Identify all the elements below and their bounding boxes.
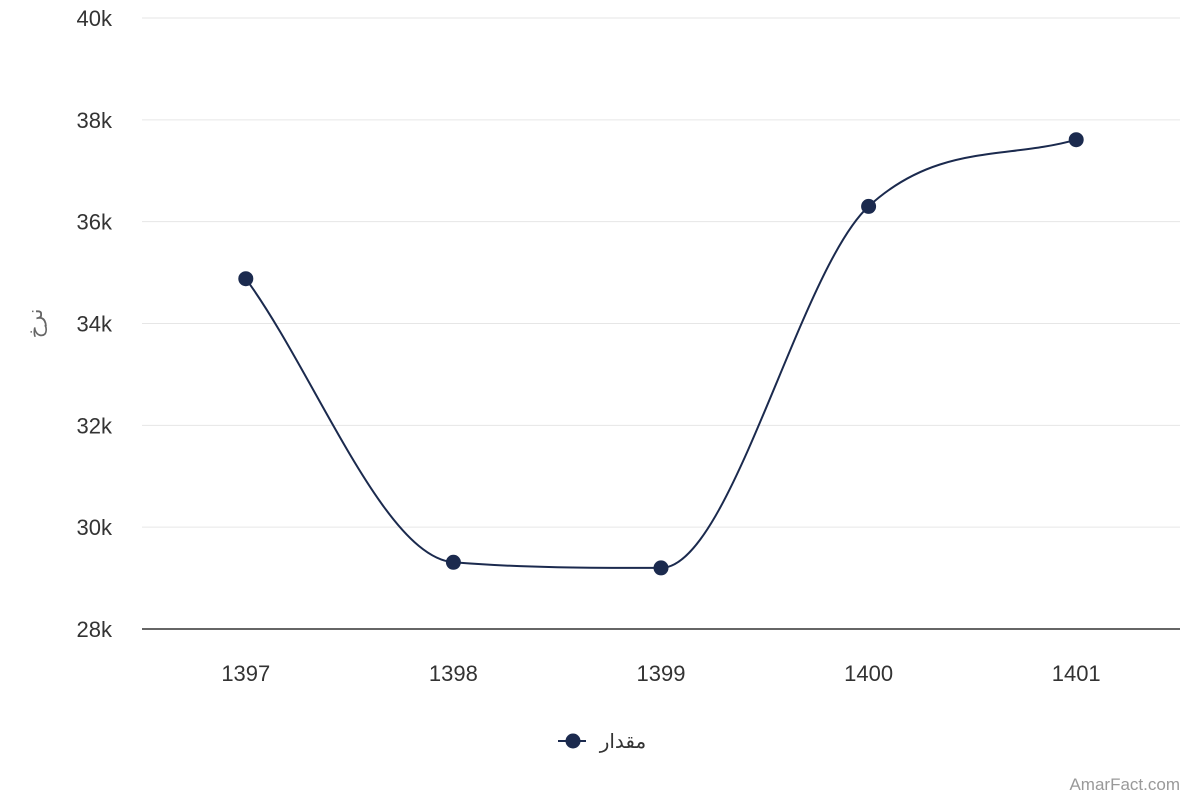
y-tick-label: 38k (77, 108, 113, 133)
y-tick-label: 34k (77, 312, 113, 337)
series-line[interactable] (244, 138, 1077, 569)
y-axis-title: نرخ (25, 309, 47, 339)
x-axis: 1397 1398 1399 1400 1401 (142, 628, 1180, 686)
data-point[interactable] (238, 271, 254, 287)
x-tick-label: 1400 (844, 661, 893, 686)
legend[interactable]: مقدار (558, 731, 646, 753)
y-tick-label: 32k (77, 413, 113, 438)
data-point[interactable] (861, 198, 877, 214)
legend-label[interactable]: مقدار (599, 731, 647, 753)
x-tick-label: 1401 (1052, 661, 1101, 686)
grid-lines (142, 17, 1180, 528)
data-point[interactable] (445, 554, 461, 570)
y-tick-label: 36k (77, 210, 113, 235)
x-tick-label: 1398 (429, 661, 478, 686)
data-point[interactable] (653, 560, 669, 576)
x-tick-label: 1399 (637, 661, 686, 686)
y-tick-label: 28k (77, 617, 113, 642)
data-point[interactable] (1068, 132, 1084, 148)
y-tick-label: 40k (77, 6, 113, 31)
legend-marker-icon (565, 733, 581, 749)
y-tick-label: 30k (77, 515, 113, 540)
x-tick-label: 1397 (221, 661, 270, 686)
credit-text[interactable]: AmarFact.com (1069, 775, 1180, 794)
series-layer (238, 132, 1084, 576)
y-axis: 28k 30k 32k 34k 36k 38k 40k نرخ (25, 6, 113, 642)
